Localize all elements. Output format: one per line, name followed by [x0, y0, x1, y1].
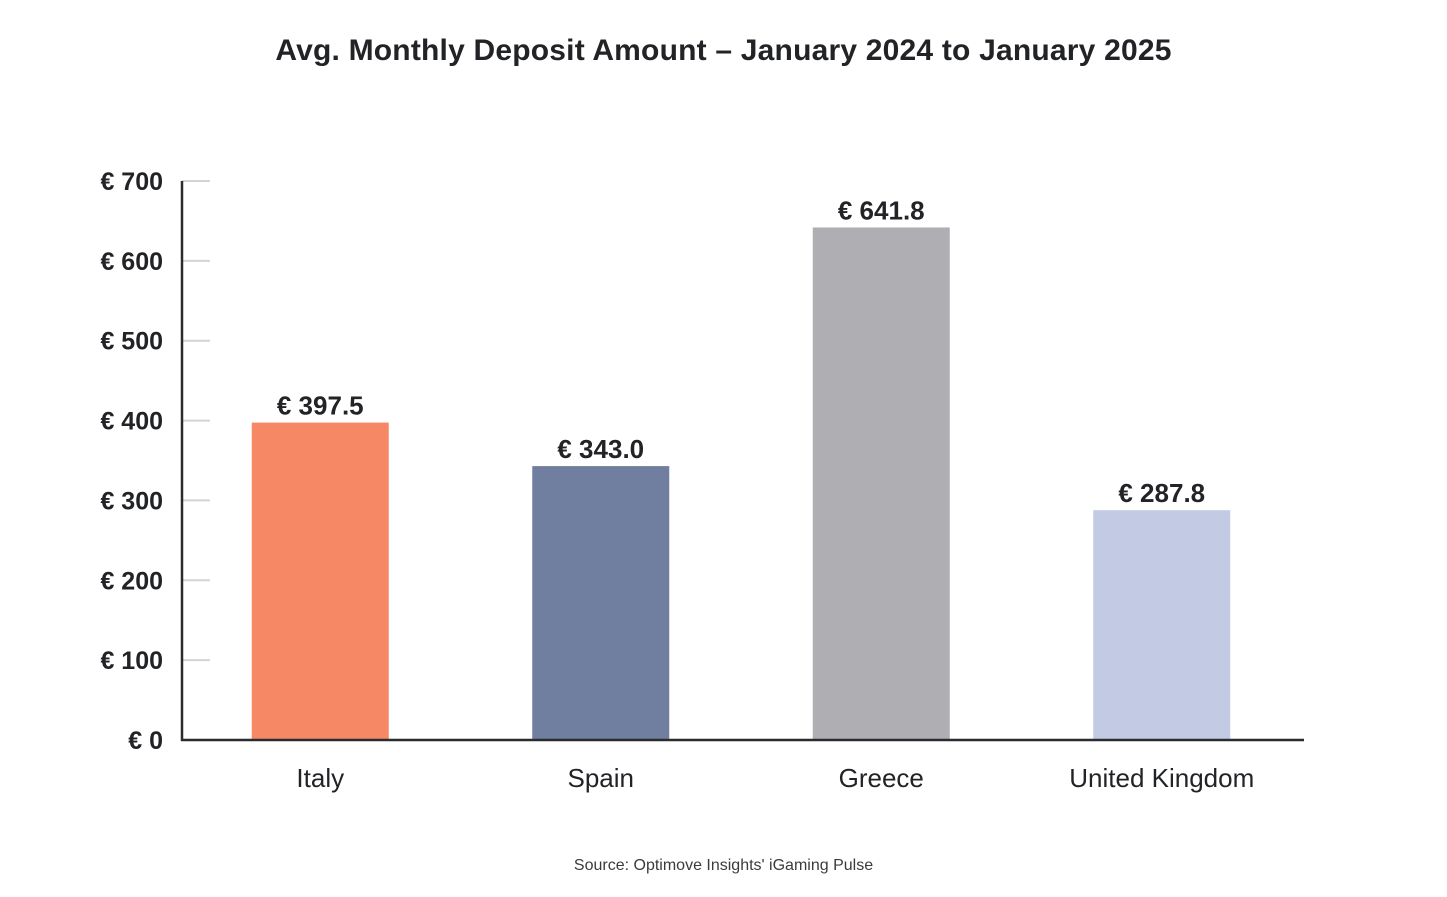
source-note: Source: Optimove Insights' iGaming Pulse [573, 857, 874, 874]
category-label: Greece [839, 763, 924, 793]
y-tick-label: € 700 [100, 168, 163, 196]
chart-title: Avg. Monthly Deposit Amount – January 20… [275, 34, 1172, 67]
bars [251, 227, 1231, 740]
y-tick-label: € 100 [100, 647, 163, 675]
category-label: Spain [568, 763, 635, 793]
value-label: € 343.0 [557, 434, 644, 464]
category-label: United Kingdom [1069, 763, 1254, 793]
bar-greece [812, 227, 950, 740]
y-tick-label: € 200 [100, 567, 163, 595]
y-tick-label: € 400 [100, 408, 163, 436]
value-label: € 287.8 [1118, 478, 1205, 508]
value-label: € 641.8 [838, 195, 925, 225]
y-tick-label: € 0 [128, 727, 163, 755]
y-tick-label: € 500 [100, 328, 163, 356]
value-label: € 397.5 [277, 391, 364, 421]
bar-united-kingdom [1093, 510, 1231, 740]
bar-italy [251, 422, 389, 740]
category-label: Italy [296, 763, 344, 793]
y-tick-label: € 600 [100, 248, 163, 276]
category-labels: Italy Spain Greece United Kingdom [296, 763, 1254, 793]
y-axis-ticks: € 0 € 100 € 200 € 300 € 400 € 500 € 600 € 700 [100, 168, 210, 755]
bar-spain [532, 466, 670, 740]
y-tick-label: € 300 [100, 487, 163, 515]
value-labels: € 397.5 € 343.0 € 641.8 € 287.8 [277, 195, 1205, 508]
